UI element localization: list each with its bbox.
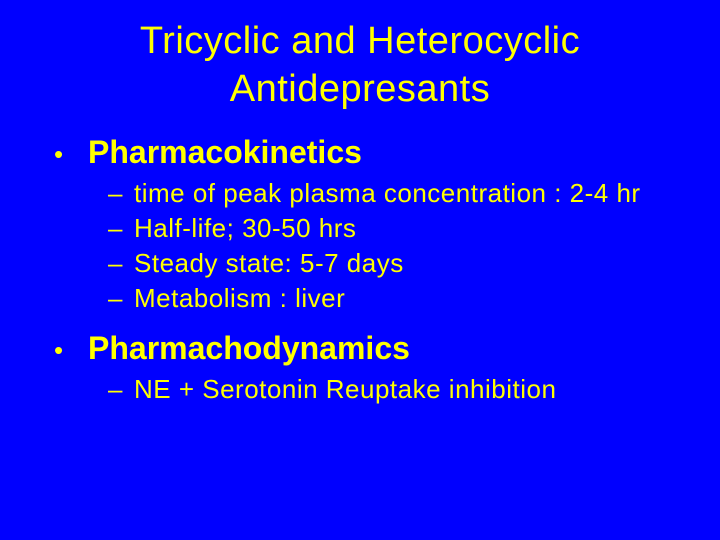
item-text: Metabolism : liver [134, 281, 680, 316]
list-item: – Half-life; 30-50 hrs [108, 211, 680, 246]
section-header: • Pharmachodynamics [54, 327, 680, 370]
dash-icon: – [108, 281, 134, 316]
slide-title: Tricyclic and Heterocyclic Antidepresant… [40, 18, 680, 113]
item-text: Steady state: 5-7 days [134, 246, 680, 281]
list-item: – Steady state: 5-7 days [108, 246, 680, 281]
bullet-icon: • [54, 333, 88, 368]
dash-icon: – [108, 372, 134, 407]
list-item: – Metabolism : liver [108, 281, 680, 316]
dash-icon: – [108, 246, 134, 281]
item-text: time of peak plasma concentration : 2-4 … [134, 176, 680, 211]
section-label: Pharmachodynamics [88, 327, 410, 370]
bullet-icon: • [54, 137, 88, 172]
dash-icon: – [108, 211, 134, 246]
section-label: Pharmacokinetics [88, 131, 362, 174]
item-text: NE + Serotonin Reuptake inhibition [134, 372, 680, 407]
dash-icon: – [108, 176, 134, 211]
section-pharmacokinetics: • Pharmacokinetics – time of peak plasma… [54, 131, 680, 317]
list-item: – NE + Serotonin Reuptake inhibition [108, 372, 680, 407]
slide: Tricyclic and Heterocyclic Antidepresant… [0, 0, 720, 540]
title-line-1: Tricyclic and Heterocyclic [140, 20, 580, 62]
content-list: • Pharmacokinetics – time of peak plasma… [40, 131, 680, 407]
title-line-2: Antidepresants [230, 68, 491, 110]
section-header: • Pharmacokinetics [54, 131, 680, 174]
section-pharmachodynamics: • Pharmachodynamics – NE + Serotonin Reu… [54, 327, 680, 407]
item-text: Half-life; 30-50 hrs [134, 211, 680, 246]
subitem-list: – time of peak plasma concentration : 2-… [54, 176, 680, 316]
list-item: – time of peak plasma concentration : 2-… [108, 176, 680, 211]
subitem-list: – NE + Serotonin Reuptake inhibition [54, 372, 680, 407]
